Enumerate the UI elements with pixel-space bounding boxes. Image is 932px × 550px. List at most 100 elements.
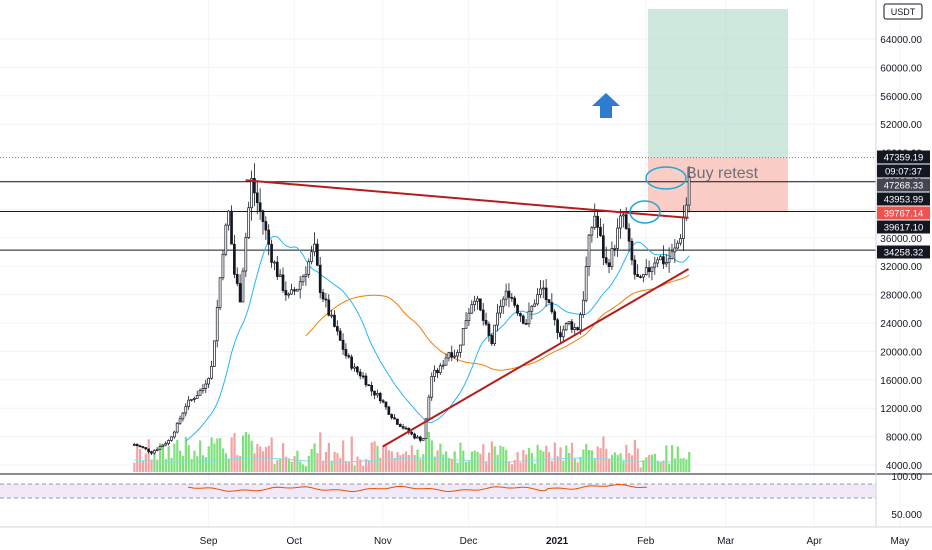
candle — [553, 309, 557, 326]
volume-bar — [196, 456, 199, 472]
trendlines[interactable] — [245, 179, 690, 448]
candle — [233, 234, 236, 279]
candle — [184, 403, 188, 417]
candle — [676, 240, 680, 250]
volume-bar — [219, 438, 222, 472]
candle — [353, 363, 356, 372]
volume-bar — [427, 432, 431, 472]
volume-bar — [590, 450, 594, 472]
candle — [278, 269, 282, 277]
candle — [519, 312, 522, 323]
candle — [436, 367, 439, 379]
candle — [241, 267, 245, 303]
stop-loss-zone[interactable] — [648, 157, 788, 212]
candle — [624, 207, 628, 230]
candle — [370, 381, 374, 396]
candle — [507, 283, 511, 308]
volume-bar — [576, 462, 579, 472]
volume-bar — [670, 445, 674, 472]
volume-bar — [373, 441, 376, 472]
price-axis[interactable]: 4000.00 8000.00 12000.00 16000.00 20000.00 24… — [875, 0, 923, 527]
candle — [261, 209, 265, 235]
price-tag-bg — [877, 192, 930, 206]
currency-badge[interactable]: USDT — [883, 3, 923, 20]
volume-bar — [493, 446, 496, 472]
candle — [433, 365, 436, 382]
up-arrow-icon — [592, 93, 620, 118]
volume-bar — [659, 461, 662, 472]
candle — [135, 443, 139, 447]
position-box[interactable] — [648, 9, 788, 212]
volume-bar — [559, 447, 562, 472]
volume-bar — [313, 443, 316, 472]
volume-bar — [147, 439, 150, 472]
candle — [132, 443, 136, 446]
price-tick-label: 4000.00 — [886, 461, 923, 472]
candle — [335, 320, 339, 336]
candle — [670, 243, 674, 260]
candle — [447, 351, 451, 362]
volume-bar — [270, 437, 273, 472]
candle — [544, 279, 548, 307]
price-tick-label: 32000.00 — [880, 262, 922, 273]
volume-bar — [553, 442, 556, 472]
candle — [410, 430, 414, 436]
candle — [576, 326, 579, 331]
candle — [167, 439, 170, 446]
profit-target-zone[interactable] — [648, 9, 788, 158]
candle — [627, 223, 631, 252]
volume-average — [134, 457, 684, 463]
volume-bar — [556, 456, 559, 472]
volume-bar — [673, 458, 677, 472]
volume-bar — [310, 449, 313, 472]
candle — [301, 274, 305, 286]
volume-bar — [482, 444, 485, 472]
volume-bar — [284, 456, 288, 472]
candle — [255, 182, 259, 215]
candle — [659, 255, 662, 261]
volume-bar — [141, 460, 145, 472]
volume-bar — [456, 462, 459, 472]
candle — [247, 201, 251, 240]
volume-bar — [530, 453, 534, 472]
volume-bar — [382, 445, 385, 472]
candle — [478, 298, 482, 312]
volume-bar — [276, 460, 279, 472]
candle — [181, 412, 185, 422]
volume-bar — [342, 440, 345, 472]
candle — [570, 318, 574, 334]
volume-bar — [568, 452, 571, 472]
volume-bar — [316, 453, 319, 472]
horizontal-levels — [0, 157, 876, 251]
breakout-highlight — [629, 200, 661, 224]
volume-bar — [250, 440, 253, 472]
price-tag-bg — [877, 178, 930, 192]
volume-bar — [302, 464, 305, 472]
candle — [141, 446, 145, 449]
time-tick-label: May — [891, 536, 910, 547]
volume-bar — [296, 450, 299, 472]
volume-bar — [676, 446, 679, 472]
volume-bars — [133, 432, 691, 472]
volume-bar — [605, 448, 608, 472]
candle — [667, 247, 671, 273]
volume-bar — [304, 466, 308, 472]
time-axis[interactable]: Sep Oct Nov Dec 2021 Feb Mar Apr May — [0, 526, 932, 547]
volume-bar — [573, 458, 576, 472]
volume-bar — [436, 450, 439, 472]
candle — [298, 275, 302, 299]
candle — [550, 293, 554, 315]
candle — [381, 399, 385, 404]
volume-bar — [184, 436, 187, 472]
volume-bar — [224, 453, 228, 472]
volume-bar — [570, 442, 574, 472]
volume-bar — [419, 459, 422, 472]
highlight-circles — [629, 166, 687, 224]
price-tick-label: 8000.00 — [886, 433, 923, 444]
candle — [470, 300, 474, 314]
candle — [287, 292, 291, 299]
candle — [295, 288, 299, 292]
volume-bar — [525, 454, 528, 472]
oscillator-line — [187, 483, 648, 493]
